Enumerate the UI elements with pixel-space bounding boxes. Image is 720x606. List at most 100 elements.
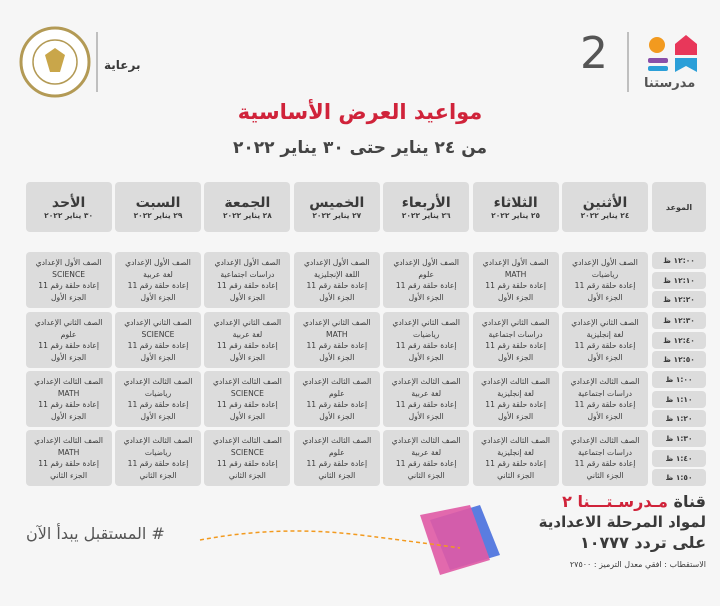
- sponsor-label: برعاية: [104, 58, 141, 72]
- cell-line: إعادة حلقة رقم 11: [127, 400, 189, 409]
- cell-line: الجزء الثاني: [407, 470, 445, 480]
- cell-line: الصف الأول الإعدادي: [125, 258, 191, 267]
- cell-line: الجزء الثاني: [318, 470, 356, 480]
- cell-line: الصف الثالث الإعدادي: [302, 436, 372, 445]
- cell-line: SCIENCE: [230, 447, 264, 457]
- cell-line: الصف الثالث الإعدادي: [570, 436, 640, 445]
- cell-line: إعادة حلقة رقم 11: [485, 459, 546, 468]
- subtitle: من ٢٤ يناير حتى ٣٠ يناير ٢٠٢٢: [232, 138, 488, 158]
- cell-line: الصف الثالث الإعدادي: [34, 377, 104, 386]
- cell-line: إعادة حلقة رقم 11: [306, 459, 368, 468]
- cell-line: الجزء الأول: [140, 411, 176, 421]
- time-slot: ١:٢٠ ظ: [652, 410, 706, 427]
- time-slot: ١:٤٠ ظ: [652, 449, 706, 467]
- day-name: الأحد: [51, 194, 86, 211]
- schedule-cell: الصف الثاني الإعدادي دراسات اجتماعية إعادة…: [472, 312, 559, 368]
- cell-line: الجزء الأول: [51, 352, 87, 362]
- cell-line: رياضيات: [144, 447, 172, 457]
- cell-line: لغة عربية: [411, 447, 442, 457]
- cell-line: الصف الثاني الإعدادي: [303, 318, 371, 327]
- cell-line: إعادة حلقة رقم 11: [574, 400, 636, 409]
- schedule-cell: الصف الثالث الإعدادي رياضيات إعادة حلقة رق…: [115, 430, 201, 486]
- schedule-cell: الصف الثالث الإعدادي رياضيات إعادة حلقة رق…: [115, 371, 201, 427]
- cell-line: لغة إنجليزية: [586, 329, 624, 339]
- time-slot: ١:٥٠ ظ: [652, 469, 706, 486]
- cell-line: الصف الثالث الإعدادي: [302, 377, 372, 386]
- cell-line: لغة إنجليزية: [497, 388, 534, 398]
- cell-line: دراسات اجتماعية: [577, 447, 633, 457]
- schedule-cell: الصف الأول الإعدادي علوم إعادة حلقة رقم 11…: [383, 252, 470, 308]
- cell-line: إعادة حلقة رقم 11: [574, 281, 636, 290]
- cell-line: إعادة حلقة رقم 11: [574, 459, 636, 468]
- cell-line: الجزء الأول: [229, 352, 265, 362]
- day-name: الأثنين: [582, 194, 628, 211]
- cell-line: الصف الأول الإعدادي: [303, 258, 370, 267]
- schedule-cell: الصف الثاني الإعدادي SCIENCE إعادة حلقة رق…: [115, 312, 201, 368]
- cell-line: SCIENCE: [52, 269, 86, 279]
- day-name: الجمعة: [224, 194, 271, 211]
- cell-line: الجزء الثاني: [586, 470, 624, 480]
- schedule-cell: الصف الأول الإعدادي MATH إعادة حلقة رقم 11…: [472, 252, 559, 308]
- day-header: الخميس ٢٧ يناير ٢٠٢٢: [293, 182, 380, 232]
- cell-line: الصف الثاني الإعدادي: [213, 318, 282, 327]
- cell-line: إعادة حلقة رقم 11: [395, 281, 457, 290]
- cell-line: لغة عربية: [143, 269, 173, 279]
- cell-line: رياضيات: [144, 388, 172, 398]
- brand-name: مدرستنا: [644, 76, 696, 91]
- cell-line: الجزء الأول: [319, 292, 355, 302]
- schedule-cell: الصف الثاني الإعدادي لغة عربية إعادة حلقة …: [204, 312, 291, 368]
- time-slot: ١٢:٤٠ ظ: [652, 331, 706, 349]
- cell-line: الصف الأول الإعدادي: [393, 258, 460, 267]
- cell-line: الصف الثالث الإعدادي: [481, 436, 551, 445]
- cell-line: إعادة حلقة رقم 11: [38, 400, 99, 409]
- cell-line: الصف الأول الإعدادي: [482, 258, 549, 267]
- schedule-cell: الصف الثالث الإعدادي لغة عربية إعادة حلقة …: [383, 430, 470, 486]
- day-name: الخميس: [309, 194, 365, 211]
- channel-name: مـدرسـتـــنا ٢: [562, 492, 668, 511]
- schedule-cell: الصف الأول الإعدادي لغة عربية إعادة حلقة ر…: [115, 252, 201, 308]
- cell-line: الجزء الأول: [140, 292, 176, 302]
- cell-line: علوم: [418, 269, 435, 279]
- day-date: ٢٤ يناير ٢٠٢٢: [580, 210, 630, 220]
- schedule-cell: الصف الثالث الإعدادي لغة إنجليزية إعادة حل…: [472, 371, 559, 427]
- schedule-cell: الصف الثالث الإعدادي علوم إعادة حلقة رقم 1…: [293, 371, 380, 427]
- cell-line: الصف الثاني الإعدادي: [392, 318, 460, 327]
- cell-line: إعادة حلقة رقم 11: [306, 341, 368, 350]
- cell-line: الصف الثالث الإعدادي: [391, 436, 461, 445]
- cell-line: الصف الثاني الإعدادي: [124, 318, 192, 327]
- cell-line: MATH: [326, 329, 348, 339]
- cell-line: إعادة حلقة رقم 11: [395, 459, 457, 468]
- cell-line: إعادة حلقة رقم 11: [217, 400, 278, 409]
- cell-line: علوم: [60, 329, 77, 339]
- cell-line: إعادة حلقة رقم 11: [485, 400, 546, 409]
- schedule-cell: الصف الأول الإعدادي SCIENCE إعادة حلقة رقم…: [25, 252, 112, 308]
- cell-line: دراسات اجتماعية: [220, 269, 275, 279]
- cell-line: الصف الثالث الإعدادي: [123, 436, 193, 445]
- cell-line: لغة إنجليزية: [497, 447, 534, 457]
- cell-line: الجزء الأول: [587, 352, 623, 362]
- cell-line: إعادة حلقة رقم 11: [306, 281, 368, 290]
- cell-line: إعادة حلقة رقم 11: [574, 341, 636, 350]
- day-date: ٢٧ يناير ٢٠٢٢: [312, 210, 362, 220]
- cell-line: إعادة حلقة رقم 11: [38, 459, 99, 468]
- cell-line: اللغة الإنجليزية: [313, 269, 360, 279]
- cell-line: إعادة حلقة رقم 11: [217, 281, 278, 290]
- cell-line: إعادة حلقة رقم 11: [306, 400, 368, 409]
- time-slot: ١٢:١٠ ظ: [652, 271, 706, 289]
- time-slot: ١٢:٣٠ ظ: [652, 312, 706, 329]
- time-slot: ١٢:٢٠ ظ: [652, 291, 706, 308]
- schedule-cell: الصف الثاني الإعدادي رياضيات إعادة حلقة رق…: [383, 312, 470, 368]
- cell-line: الجزء الأول: [498, 352, 534, 362]
- cell-line: الجزء الأول: [408, 352, 444, 362]
- title: مواعيد العرض الأساسية: [237, 100, 483, 124]
- day-name: الأربعاء: [401, 194, 451, 211]
- time-slot: ١:١٠ ظ: [652, 390, 706, 408]
- cell-line: لغة عربية: [232, 329, 263, 339]
- day-date: ٢٨ يناير ٢٠٢٢: [222, 210, 272, 220]
- brand-number: 2: [580, 28, 608, 79]
- channel-line: قناة مـدرسـتـــنا ٢: [562, 492, 706, 511]
- day-header: السبت ٢٩ يناير ٢٠٢٢: [115, 182, 201, 232]
- cell-line: الصف الثاني الإعدادي: [571, 318, 639, 327]
- schedule-cell: الصف الثاني الإعدادي علوم إعادة حلقة رقم 1…: [25, 312, 112, 368]
